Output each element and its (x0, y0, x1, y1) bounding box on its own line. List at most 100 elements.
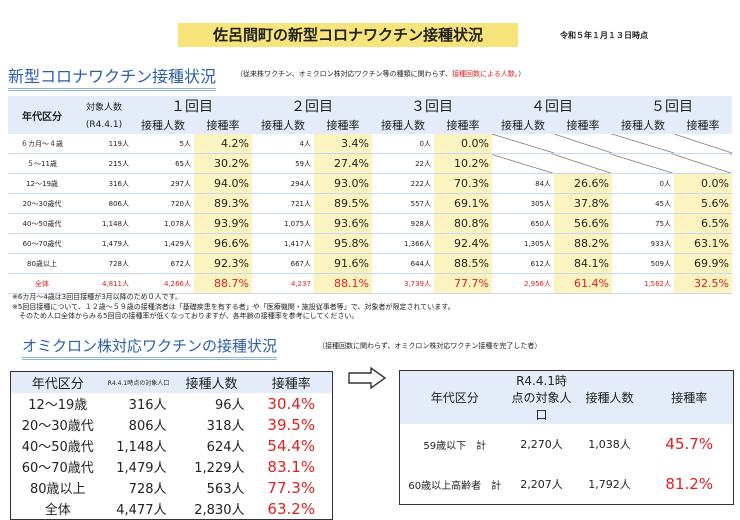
target-population: 806人 (76, 193, 132, 214)
target-population: 316人 (128, 398, 167, 413)
table-row: 80歳以上 728人 672人 92.3% 667人 91.6% 644人 88.5% 612人… (8, 253, 732, 274)
vaccination-rate: 84.1% (554, 253, 612, 274)
table-row: 40～50歳代 1,148人 624人 54.4% (11, 435, 333, 456)
summary-age-header: 年代区分 (399, 370, 510, 424)
vaccination-rate: 26.6% (554, 173, 612, 194)
vaccination-rate: 70.3% (434, 173, 492, 194)
vaccinated-count: 1,792人 (588, 478, 631, 491)
vaccination-rate: 10.2% (434, 153, 492, 174)
vaccinated-count: 1,075人 (252, 213, 314, 234)
vaccination-rate: 6.5% (674, 213, 732, 234)
rate-header: 接種率 (314, 116, 372, 134)
age-group: 12～19歳 (8, 173, 76, 194)
vaccinated-count: 509人 (612, 253, 674, 274)
vaccinated-count: 720人 (132, 193, 194, 214)
section2-note: （接種回数に関わらず、オミクロン株対応ワクチン接種を完了した者） (318, 342, 542, 350)
table-row: 60歳以上高齢者 計 2,207人 1,792人 81.2% (400, 464, 734, 505)
vaccinated-count: 563人 (206, 482, 245, 497)
target-population: 1,148人 (76, 213, 132, 234)
vaccination-rate: 93.0% (314, 173, 372, 194)
age-group: 40～50歳代 (8, 213, 76, 234)
vaccinated-count: 96人 (214, 398, 245, 413)
vaccinated-count: 644人 (372, 253, 434, 274)
as-of-date: 令和５年１月１３日時点 (560, 31, 648, 40)
age-group: 全体 (44, 503, 71, 518)
vaccinated-count: 305人 (492, 193, 554, 214)
vaccinated-count: 4,237 (252, 273, 314, 294)
omicron-age-header: 年代区分 (10, 371, 105, 393)
vaccination-rate: 81.2% (665, 475, 714, 493)
target-population: 119人 (76, 134, 132, 154)
vaccinated-count: 928人 (372, 213, 434, 234)
not-applicable-cell (674, 134, 732, 154)
vaccination-rate: 56.6% (554, 213, 612, 234)
age-group: 20～30歳代 (8, 193, 76, 214)
table-row: 60～70歳代 1,479人 1,229人 83.1% (11, 456, 333, 477)
vaccination-rate: 92.3% (194, 253, 252, 274)
target-population: 4,811人 (76, 273, 132, 294)
rate-header: 接種率 (554, 116, 612, 134)
dose-table: 年代区分 対象人数 １回目 ２回目 ３回目 ４回目 ５回目 (R4.4.1) 接… (8, 96, 732, 294)
summary-count-header: 接種人数 (573, 370, 646, 424)
vaccination-rate: 77.3% (267, 478, 316, 497)
age-group: 80歳以上 (8, 253, 76, 274)
vaccinated-count: 294人 (252, 173, 314, 194)
section1-note-prefix: （従来株ワクチン、オミクロン株対応ワクチン等の種類に関わらず、 (236, 70, 452, 78)
page-title: 佐呂間町の新型コロナワクチン接種状況 (178, 23, 518, 47)
vaccinated-count: 65人 (132, 153, 194, 174)
vaccinated-count: 0人 (372, 134, 434, 154)
age-group: 12～19歳 (28, 398, 88, 413)
age-group: 20～30歳代 (21, 419, 94, 434)
vaccinated-count: 933人 (612, 233, 674, 254)
vaccination-rate: 88.2% (554, 233, 612, 254)
vaccinated-count: 0人 (612, 173, 674, 194)
pop-header: 対象人数 (76, 96, 132, 116)
table-row: 全体 4,811人 4,266人 88.7% 4,237 88.1% 3,739人 77.7%… (8, 273, 732, 294)
section1-note-red: 接種回数による人数。 (451, 70, 519, 78)
vaccination-rate: 54.4% (267, 436, 316, 455)
vaccinated-count: 1,429人 (132, 233, 194, 254)
vaccination-rate: 80.8% (434, 213, 492, 234)
vaccinated-count: 2,956人 (492, 273, 554, 294)
section2-title: オミクロン株対応ワクチンの接種状況 (22, 335, 278, 360)
rate-header: 接種率 (194, 116, 252, 134)
age-group: 80歳以上 (29, 482, 86, 497)
vaccination-rate: 77.7% (434, 273, 492, 294)
vaccination-rate: 69.9% (674, 253, 732, 274)
round-5-header: ５回目 (612, 96, 732, 116)
table-row: 全体 4,477人 2,830人 63.2% (11, 498, 333, 520)
vaccinated-count: 1,038人 (588, 438, 631, 451)
vaccination-rate: 69.1% (434, 193, 492, 214)
age-group: ６カ月～４歳 (8, 134, 76, 154)
vaccination-rate: 96.6% (194, 233, 252, 254)
vaccination-rate: 39.5% (267, 415, 316, 434)
vaccinated-count: 2,830人 (194, 503, 245, 518)
target-population: 728人 (128, 482, 167, 497)
target-population: 215人 (76, 153, 132, 174)
omicron-table: 年代区分 R4.4.1時点の対象人口 接種人数 接種率 12～19歳 316人 96… (10, 371, 333, 520)
target-population: 2,207人 (520, 478, 563, 491)
vaccination-rate: 30.4% (267, 394, 316, 413)
vaccinated-count: 1,366人 (372, 233, 434, 254)
target-population: 806人 (128, 419, 167, 434)
count-header: 接種人数 (492, 116, 554, 134)
footnote-1: ※6カ月～4歳は3回目接種が3月以降のため０人です。 (12, 293, 182, 301)
not-applicable-cell (554, 153, 612, 174)
age-header: 年代区分 (8, 96, 76, 134)
vaccinated-count: 4,266人 (132, 273, 194, 294)
count-header: 接種人数 (372, 116, 434, 134)
age-group: 60～70歳代 (8, 233, 76, 254)
vaccinated-count: 4人 (252, 134, 314, 154)
not-applicable-cell (612, 153, 674, 174)
omicron-count-header: 接種人数 (172, 371, 251, 393)
rate-header: 接種率 (674, 116, 732, 134)
not-applicable-cell (612, 134, 674, 154)
table-row: 12～19歳 316人 297人 94.0% 294人 93.0% 222人 70.3% 84人… (8, 173, 732, 194)
vaccination-rate: 88.7% (194, 273, 252, 294)
vaccinated-count: 667人 (252, 253, 314, 274)
vaccination-rate: 89.3% (194, 193, 252, 214)
vaccination-rate: 0.0% (674, 173, 732, 194)
vaccination-rate: 93.9% (194, 213, 252, 234)
vaccinated-count: 22人 (372, 153, 434, 174)
round-4-header: ４回目 (492, 96, 612, 116)
